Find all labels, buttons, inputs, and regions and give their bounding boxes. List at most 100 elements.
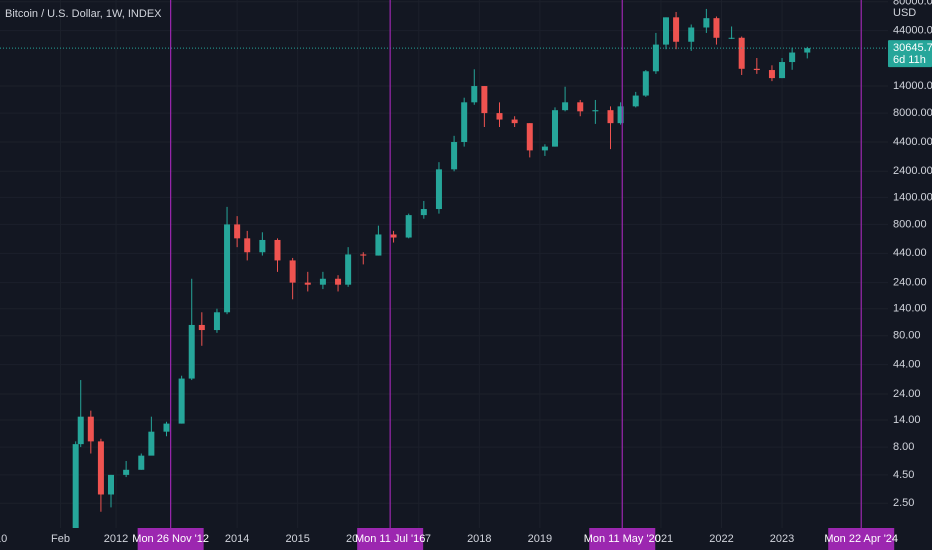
candle-body	[713, 18, 720, 38]
candle-body	[562, 102, 569, 111]
halving-label: Mon 11 Jul '16	[355, 533, 425, 545]
y-tick-label: 4.50	[893, 469, 914, 481]
x-tick-label: 2014	[225, 533, 249, 545]
candle-body	[234, 224, 241, 239]
candle-body	[289, 260, 296, 283]
candle-body	[319, 278, 326, 285]
y-tick-label: 14000.00	[893, 80, 932, 92]
candle-body	[688, 27, 695, 42]
chart-title: Bitcoin / U.S. Dollar, 1W, INDEX	[5, 8, 162, 20]
candle-body	[375, 234, 382, 256]
candle-body	[541, 146, 548, 151]
y-tick-label: 44000.00	[893, 25, 932, 37]
halving-label: Mon 11 May '20	[584, 533, 661, 545]
y-tick-label: 8000.00	[893, 107, 932, 119]
x-tick-label: 2023	[770, 533, 794, 545]
halving-label: Mon 22 Apr '24	[824, 533, 898, 545]
y-tick-label: 2.50	[893, 497, 914, 509]
candle-body	[779, 62, 786, 79]
y-tick-label: 140.00	[893, 303, 927, 315]
candle-body	[188, 324, 195, 379]
currency-label: USD	[893, 7, 916, 19]
x-tick-label: 2010	[0, 533, 7, 545]
candle-body	[804, 48, 811, 53]
y-tick-label: 14.00	[893, 414, 921, 426]
candle-body	[198, 324, 205, 331]
candle-body	[451, 142, 458, 170]
candle-body	[552, 110, 558, 147]
candle-body	[274, 239, 281, 261]
candle-body	[789, 52, 796, 63]
candle-body	[123, 469, 130, 475]
halving-label: Mon 26 Nov '12	[132, 533, 209, 545]
candle-body	[461, 102, 468, 143]
candle-body	[345, 254, 352, 285]
candle-body	[138, 455, 145, 470]
x-tick-label: 2015	[285, 533, 309, 545]
x-tick-label: 2012	[104, 533, 128, 545]
last-price-box	[888, 40, 932, 68]
y-tick-label: 44.00	[893, 359, 921, 371]
candle-body	[768, 70, 775, 79]
candle-body	[526, 123, 533, 151]
candle-body	[435, 169, 442, 210]
halving-label-box	[828, 528, 895, 550]
y-tick-label: 24.00	[893, 388, 921, 400]
candle-body	[753, 68, 760, 71]
candle-body	[335, 278, 342, 285]
halving-label-box	[589, 528, 656, 550]
halving-label-box	[357, 528, 424, 550]
candle-body	[163, 423, 170, 432]
candle-body	[405, 215, 412, 238]
candle-body	[471, 86, 478, 103]
price-axis	[888, 0, 932, 550]
candle-body	[738, 37, 745, 69]
candle-body	[77, 416, 84, 445]
x-tick-label: Feb	[51, 533, 70, 545]
x-tick-label: 2022	[709, 533, 733, 545]
candle-body	[663, 17, 669, 45]
time-axis	[0, 528, 932, 550]
candle-body	[97, 441, 104, 495]
candle-body	[148, 431, 155, 456]
last-price-label: 30645.75	[893, 42, 932, 54]
x-tick-label: 2018	[467, 533, 491, 545]
candle-body	[496, 113, 503, 120]
y-tick-label: 800.00	[893, 218, 927, 230]
candle-body	[577, 102, 584, 112]
candle-body	[224, 224, 231, 313]
y-tick-label: 240.00	[893, 277, 927, 289]
candle-body	[420, 209, 427, 216]
candle-body	[617, 106, 624, 124]
y-tick-label: 2400.00	[893, 165, 932, 177]
candle-body	[703, 18, 710, 28]
candle-body	[244, 238, 251, 253]
candle-body	[87, 416, 94, 442]
y-tick-label: 8.00	[893, 441, 914, 453]
candle-body	[592, 110, 599, 112]
candle-body	[304, 282, 311, 285]
candle-body	[652, 44, 659, 72]
y-tick-label: 4400.00	[893, 136, 932, 148]
candle-body	[178, 378, 185, 424]
candle-body	[642, 71, 649, 96]
candle-body	[607, 110, 614, 124]
countdown-label: 6d 11h	[893, 54, 926, 66]
candle-body	[259, 239, 266, 253]
y-tick-label: 80.00	[893, 330, 921, 342]
candle-body	[673, 17, 680, 42]
candle-body	[390, 234, 397, 238]
y-tick-label: 440.00	[893, 247, 927, 259]
halving-label-box	[137, 528, 204, 550]
y-tick-label: 80000.00	[893, 0, 932, 8]
candle-body	[481, 86, 488, 114]
candle-body	[72, 444, 79, 528]
x-tick-label: 2019	[528, 533, 552, 545]
candle-body	[108, 474, 114, 495]
candle-body	[213, 312, 220, 331]
candle-body	[360, 254, 367, 256]
candle-body	[632, 95, 639, 107]
candle-body	[511, 119, 518, 124]
